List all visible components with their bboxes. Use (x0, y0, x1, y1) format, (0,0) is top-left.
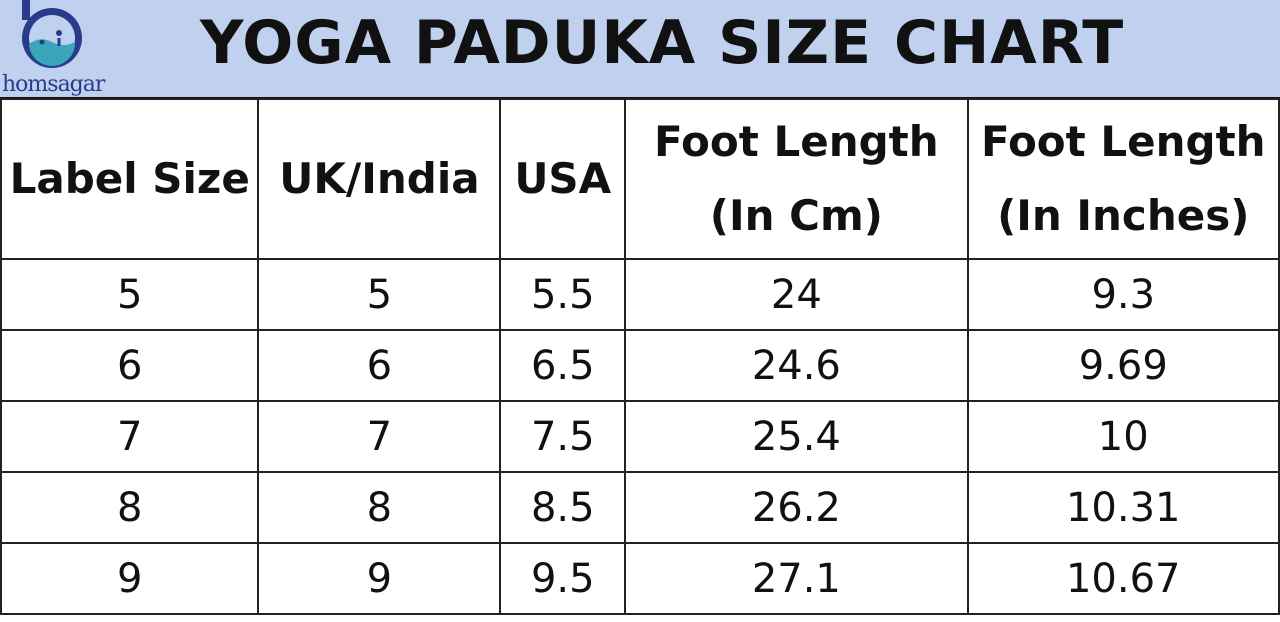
header-row: Label Size UK/India USA Foot Length (In Cm) F… (0, 98, 1280, 260)
table-cell: 9 (0, 542, 260, 615)
column-header: Foot Length (In Inches) (966, 98, 1280, 260)
chart-title: YOGA PADUKA SIZE CHART (200, 8, 1125, 78)
table-cell: 10.67 (966, 542, 1280, 615)
title-bar: homsagar YOGA PADUKA SIZE CHART (0, 0, 1280, 100)
size-table: Label Size UK/India USA Foot Length (In Cm) F… (0, 98, 1280, 615)
table-cell: 10 (966, 400, 1280, 473)
table-cell: 7 (0, 400, 260, 473)
table-cell: 9 (257, 542, 502, 615)
homsagar-logo: homsagar (0, 0, 115, 100)
table-cell: 10.31 (966, 471, 1280, 544)
column-header-line: USA (514, 154, 612, 203)
table-cell: 9.5 (499, 542, 627, 615)
column-header-line: (In Inches) (997, 191, 1250, 240)
table-cell: 5.5 (499, 258, 627, 331)
table-row: 5 5 5.5 24 9.3 (0, 258, 1280, 331)
table-cell: 25.4 (624, 400, 969, 473)
table-cell: 7 (257, 400, 502, 473)
table-row: 7 7 7.5 25.4 10 (0, 400, 1280, 473)
table-cell: 24.6 (624, 329, 969, 402)
column-header: Foot Length (In Cm) (624, 98, 969, 260)
table-cell: 24 (624, 258, 969, 331)
table-cell: 8.5 (499, 471, 627, 544)
table-cell: 27.1 (624, 542, 969, 615)
column-header: UK/India (257, 98, 502, 260)
table-cell: 5 (257, 258, 502, 331)
table-cell: 7.5 (499, 400, 627, 473)
column-header-line: Label Size (9, 154, 250, 203)
column-header-line: Foot Length (980, 117, 1266, 166)
table-row: 6 6 6.5 24.6 9.69 (0, 329, 1280, 402)
table-row: 8 8 8.5 26.2 10.31 (0, 471, 1280, 544)
table-cell: 6.5 (499, 329, 627, 402)
column-header-line: UK/India (279, 154, 480, 203)
column-header-line: (In Cm) (709, 191, 883, 240)
logo-icon (22, 0, 82, 68)
logo-text: homsagar (2, 72, 105, 97)
table-cell: 5 (0, 258, 260, 331)
column-header-line: Foot Length (654, 117, 939, 166)
table-cell: 9.69 (966, 329, 1280, 402)
column-header: USA (499, 98, 627, 260)
table-cell: 8 (257, 471, 502, 544)
table-cell: 8 (0, 471, 260, 544)
table-row: 9 9 9.5 27.1 10.67 (0, 542, 1280, 615)
table-cell: 9.3 (966, 258, 1280, 331)
column-header: Label Size (0, 98, 260, 260)
table-cell: 26.2 (624, 471, 969, 544)
table-cell: 6 (257, 329, 502, 402)
table-cell: 6 (0, 329, 260, 402)
